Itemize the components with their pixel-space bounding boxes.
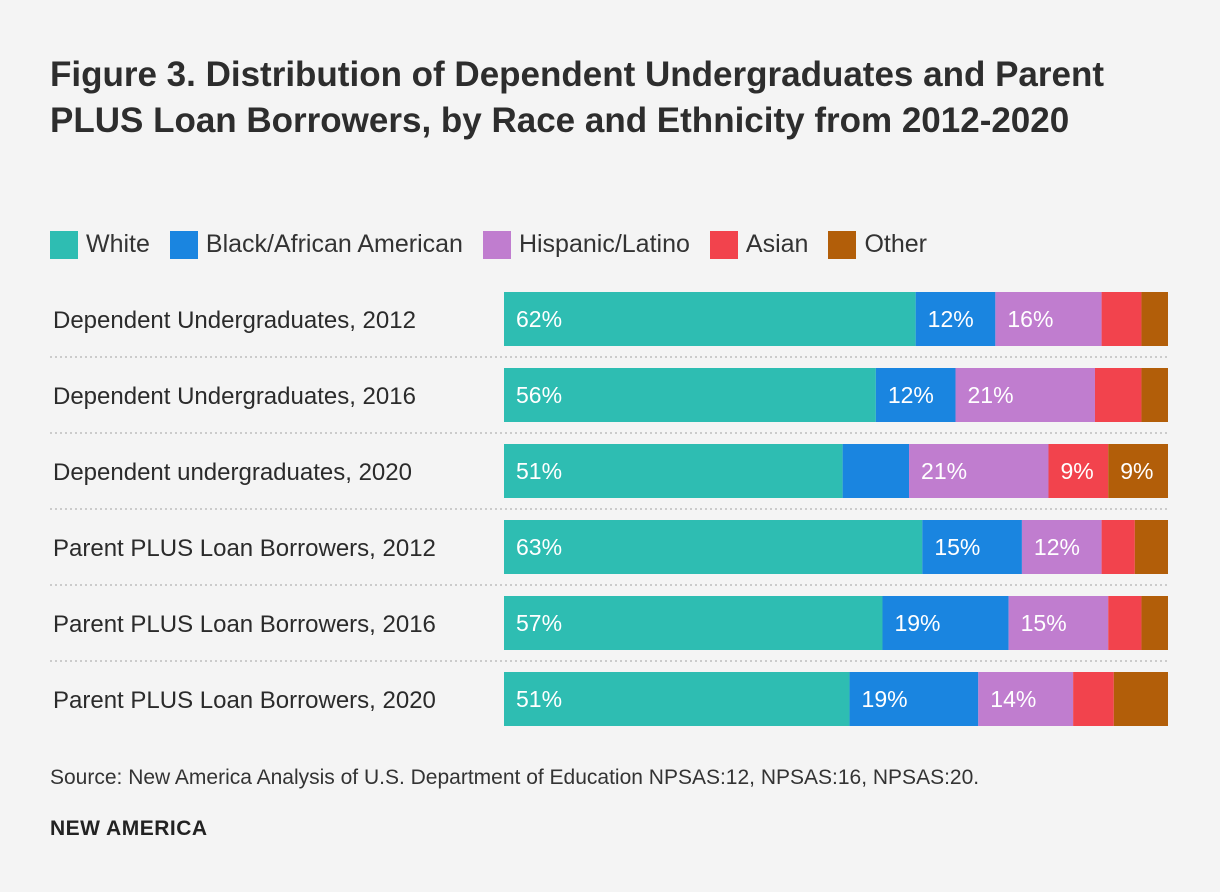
data-label: 15% (934, 534, 980, 560)
data-label: 12% (928, 306, 974, 332)
data-label: 51% (516, 458, 562, 484)
data-label: 15% (1021, 610, 1067, 636)
bar-segment-white (504, 672, 850, 726)
legend-item: White (50, 230, 150, 259)
bar-segment-black-african-american (842, 444, 910, 498)
bar-segment-asian (1101, 292, 1142, 346)
row-label: Dependent undergraduates, 2020 (53, 459, 412, 486)
data-label: 63% (516, 534, 562, 560)
bar-segment-black-african-american (922, 520, 1022, 574)
bar-segment-white (504, 444, 843, 498)
data-label: 62% (516, 306, 562, 332)
row-label: Dependent Undergraduates, 2012 (53, 307, 416, 334)
row-label: Dependent Undergraduates, 2016 (53, 383, 416, 410)
row-label: Parent PLUS Loan Borrowers, 2020 (53, 687, 436, 714)
data-label: 21% (968, 382, 1014, 408)
legend-swatch (709, 230, 738, 259)
data-label: 57% (516, 610, 562, 636)
bar-segment-asian (1101, 520, 1135, 574)
legend-item: Asian (709, 230, 809, 259)
bar-segment-asian (1108, 596, 1142, 650)
legend-label: White (86, 230, 150, 258)
bar-segment-hispanic-latino (909, 444, 1049, 498)
bar-segment-asian (1094, 368, 1142, 422)
bar-segment-hispanic-latino (995, 292, 1102, 346)
bar-segment-other (1141, 368, 1168, 422)
legend-swatch (169, 230, 198, 259)
legend-label: Hispanic/Latino (518, 230, 690, 258)
bar-segment-black-african-american (875, 368, 956, 422)
bar-segment-asian (1073, 672, 1114, 726)
bar-segment-other (1134, 520, 1168, 574)
stacked-bar-chart: Dependent Undergraduates, 2012 62% 12% 16% D… (50, 292, 1168, 726)
bar-segment-hispanic-latino (1008, 596, 1109, 650)
bar-segment-hispanic-latino (978, 672, 1074, 726)
data-label: 14% (990, 686, 1036, 712)
legend-label: Asian (745, 230, 809, 258)
legend-swatch (828, 230, 857, 259)
data-label: 19% (862, 686, 908, 712)
row-label: Parent PLUS Loan Borrowers, 2016 (53, 611, 436, 638)
legend-item: Other (828, 230, 927, 259)
bar-segment-white (504, 520, 923, 574)
data-label: 21% (921, 458, 967, 484)
bar-segment-white (504, 368, 876, 422)
data-label: 19% (894, 610, 940, 636)
data-label: 12% (888, 382, 934, 408)
data-label: 16% (1007, 306, 1053, 332)
source-note: Source: New America Analysis of U.S. Dep… (50, 766, 980, 789)
legend-item: Black/African American (169, 230, 463, 259)
bar-segment-black-african-american (849, 672, 979, 726)
legend-label: Black/African American (205, 230, 463, 258)
bar-segment-other (1108, 444, 1168, 498)
data-label: 56% (516, 382, 562, 408)
bar-segment-asian (1048, 444, 1109, 498)
bar-segment-black-african-american (882, 596, 1009, 650)
bar-segment-black-african-american (915, 292, 996, 346)
legend-item: Hispanic/Latino (482, 230, 690, 259)
chart-title: Figure 3. Distribution of Dependent Unde… (50, 55, 1104, 140)
bar-segment-other (1141, 596, 1168, 650)
bar-segment-hispanic-latino (1021, 520, 1102, 574)
bar-segment-white (504, 292, 916, 346)
bar-segment-hispanic-latino (955, 368, 1095, 422)
bar-segment-other (1141, 292, 1168, 346)
data-label: 12% (1034, 534, 1080, 560)
row-label: Parent PLUS Loan Borrowers, 2012 (53, 535, 436, 562)
data-label: 9% (1120, 458, 1153, 484)
bar-segment-other (1113, 672, 1168, 726)
legend-label: Other (864, 230, 927, 258)
brand-logo-text: NEW AMERICA (50, 817, 208, 840)
data-label: 51% (516, 686, 562, 712)
bar-segment-white (504, 596, 883, 650)
legend-swatch (482, 230, 511, 259)
data-label: 9% (1060, 458, 1093, 484)
legend-swatch (50, 230, 78, 259)
legend: White Black/African American Hispanic/Lati… (50, 230, 947, 259)
